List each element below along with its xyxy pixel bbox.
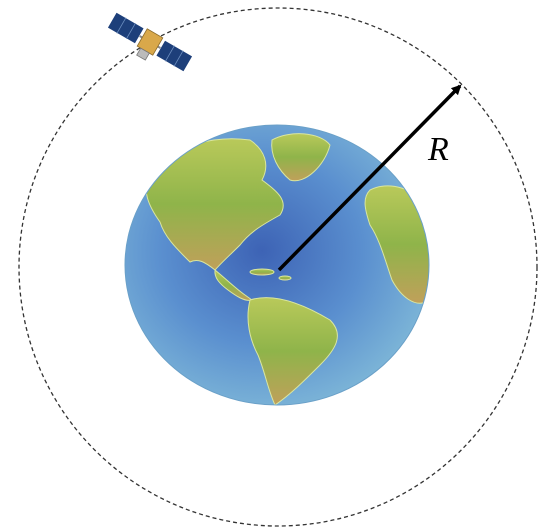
radius-arrow	[277, 84, 462, 272]
satellite	[106, 11, 194, 73]
radius-label: R	[427, 131, 449, 168]
earth	[124, 124, 430, 406]
orbit	[18, 7, 538, 527]
